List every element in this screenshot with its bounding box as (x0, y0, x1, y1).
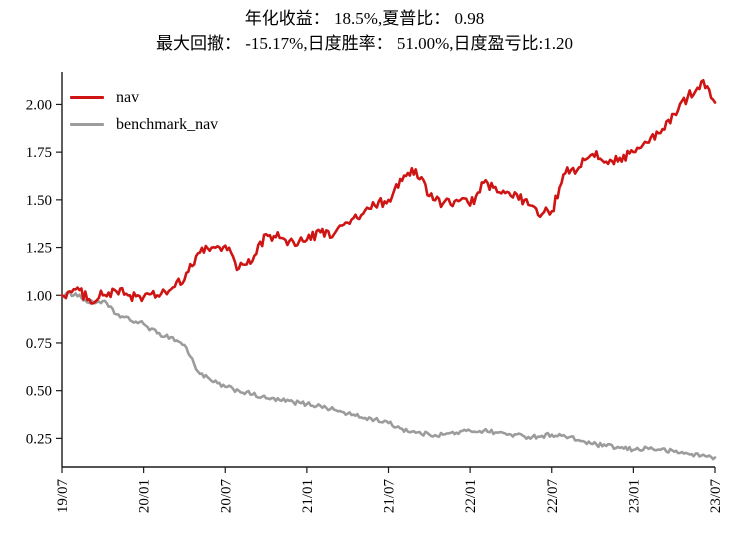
svg-text:19/07: 19/07 (55, 479, 71, 514)
svg-text:1.25: 1.25 (26, 241, 52, 257)
svg-text:0.75: 0.75 (26, 336, 52, 352)
svg-text:2.00: 2.00 (26, 97, 52, 113)
chart-title-line1: 年化收益： 18.5%,夏普比： 0.98 (244, 9, 485, 28)
svg-text:21/07: 21/07 (382, 479, 398, 514)
benchmark-line-swatch (70, 123, 104, 126)
legend: nav benchmark_nav (70, 84, 218, 138)
legend-item-nav: nav (70, 84, 218, 111)
legend-label-nav: nav (116, 88, 140, 106)
svg-text:1.75: 1.75 (26, 145, 52, 161)
svg-text:0.25: 0.25 (26, 431, 52, 447)
svg-text:23/01: 23/01 (626, 479, 642, 513)
legend-label-benchmark: benchmark_nav (116, 115, 219, 133)
svg-text:20/01: 20/01 (137, 479, 153, 513)
svg-text:1.00: 1.00 (26, 288, 52, 304)
nav-line-swatch (70, 96, 104, 99)
svg-text:21/01: 21/01 (300, 479, 316, 513)
chart-title-line2: 最大回撤： -15.17%,日度胜率： 51.00%,日度盈亏比:1.20 (156, 34, 573, 53)
svg-text:1.50: 1.50 (26, 193, 52, 209)
svg-text:22/07: 22/07 (545, 479, 561, 514)
chart-title: 年化收益： 18.5%,夏普比： 0.98 最大回撤： -15.17%,日度胜率… (0, 6, 729, 56)
svg-text:0.50: 0.50 (26, 384, 52, 400)
svg-text:20/07: 20/07 (218, 479, 234, 514)
svg-text:22/01: 22/01 (463, 479, 479, 513)
legend-item-benchmark: benchmark_nav (70, 111, 218, 138)
svg-text:23/07: 23/07 (708, 479, 724, 514)
